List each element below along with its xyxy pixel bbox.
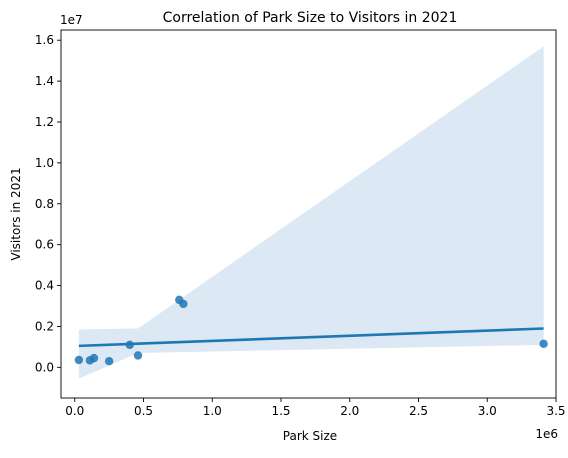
x-tick-label-6: 3.0 <box>478 404 497 418</box>
y-offset-label: 1e7 <box>60 13 83 27</box>
confidence-band <box>78 46 544 379</box>
plot-layer <box>74 46 548 379</box>
chart-title: Correlation of Park Size to Visitors in … <box>163 10 458 26</box>
scatter-point-0 <box>74 355 84 365</box>
y-axis-label: Visitors in 2021 <box>9 167 23 260</box>
y-tick-label-7: 1.4 <box>35 74 54 88</box>
x-tick-label-2: 1.0 <box>203 404 222 418</box>
x-tick-label-0: 0.0 <box>65 404 84 418</box>
regression-line <box>78 327 544 348</box>
y-tick-label-5: 1.0 <box>35 156 54 170</box>
scatter-point-7 <box>179 299 188 309</box>
axes-layer: 0.0 0.5 1.0 1.5 2.0 2.5 3.0 3.5 0.0 0.2 0.4 0.6 0.8 1… <box>35 29 566 418</box>
axes-frame <box>60 29 557 399</box>
y-tick-label-6: 1.2 <box>35 115 54 129</box>
y-tick-label-0: 0.0 <box>35 360 54 374</box>
x-tick-label-7: 3.5 <box>546 404 565 418</box>
x-tick-label-3: 1.5 <box>271 404 290 418</box>
y-tick-label-3: 0.6 <box>35 238 54 252</box>
scatter-point-8 <box>539 339 548 349</box>
y-tick-label-1: 0.2 <box>35 319 54 333</box>
y-tick-label-4: 0.8 <box>35 197 54 211</box>
x-tick-label-4: 2.0 <box>340 404 359 418</box>
y-tick-label-8: 1.6 <box>35 33 54 47</box>
y-tick-label-2: 0.4 <box>35 279 54 293</box>
scatter-point-2 <box>89 353 99 363</box>
x-tick-label-1: 0.5 <box>134 404 153 418</box>
x-tick-label-5: 2.5 <box>409 404 428 418</box>
x-offset-label: 1e6 <box>535 427 558 441</box>
scatter-point-3 <box>104 357 114 366</box>
scatter-point-5 <box>133 351 143 360</box>
x-axis-label: Park Size <box>283 429 337 443</box>
